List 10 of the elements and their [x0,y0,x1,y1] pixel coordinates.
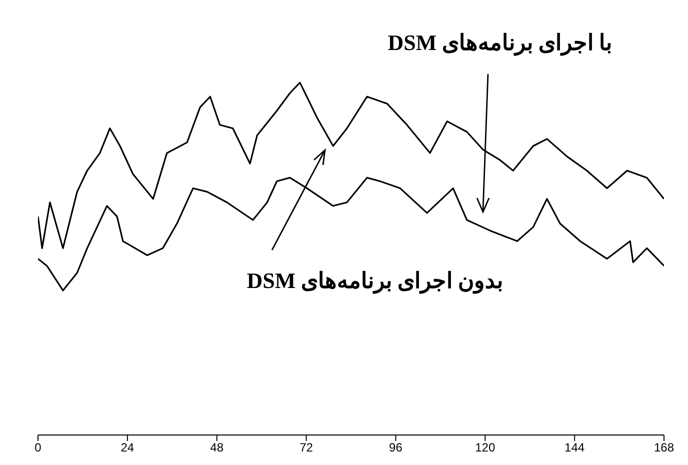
x-tick-label: 72 [300,440,314,455]
x-tick-label: 168 [654,440,674,455]
x-tick-label: 120 [475,440,496,455]
x-tick-label: 0 [34,440,42,455]
x-tick-label: 144 [564,440,585,455]
x-tick-label: 24 [120,440,134,455]
x-tick-label: 96 [389,440,403,455]
text: با اجرای برنامه‌های DSM [386,30,614,56]
x-tick-label: 48 [210,440,224,455]
series-label: بدون اجرای برنامه‌های DSM [246,268,504,294]
